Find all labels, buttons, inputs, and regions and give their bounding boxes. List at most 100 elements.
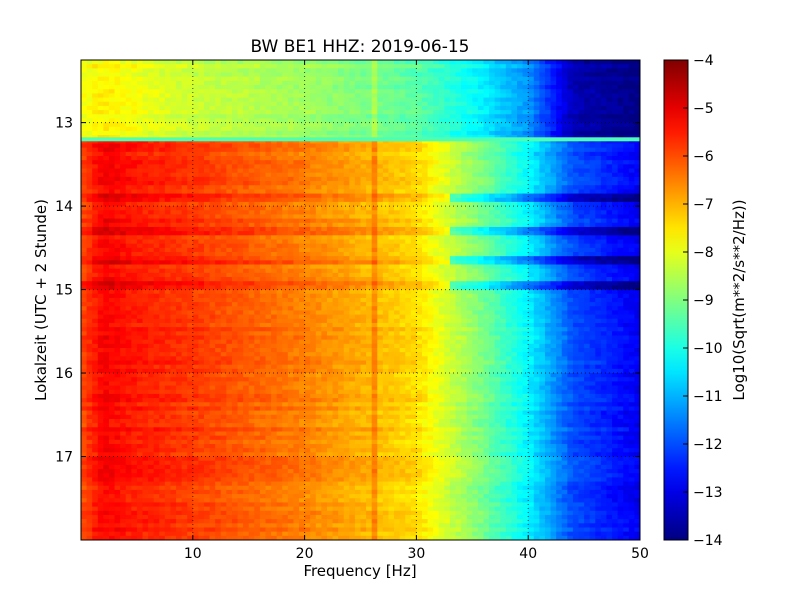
- heatmap-cell: [377, 256, 383, 261]
- heatmap-cell: [528, 89, 534, 94]
- heatmap-cell: [618, 189, 624, 194]
- heatmap-cell: [366, 252, 372, 257]
- heatmap-cell: [416, 206, 422, 211]
- heatmap-cell: [405, 239, 411, 244]
- heatmap-cell: [92, 235, 98, 240]
- heatmap-cell: [310, 89, 316, 94]
- heatmap-cell: [567, 198, 573, 203]
- heatmap-cell: [478, 114, 484, 119]
- heatmap-cell: [249, 210, 255, 215]
- heatmap-cell: [249, 77, 255, 82]
- heatmap-cell: [210, 239, 216, 244]
- heatmap-cell: [260, 123, 266, 128]
- heatmap-cell: [595, 223, 601, 228]
- heatmap-cell: [305, 81, 311, 86]
- heatmap-cell: [277, 106, 283, 111]
- heatmap-cell: [120, 160, 126, 165]
- heatmap-cell: [506, 152, 512, 157]
- heatmap-cell: [372, 64, 378, 69]
- heatmap-cell: [422, 231, 428, 236]
- heatmap-cell: [254, 77, 260, 82]
- heatmap-cell: [623, 106, 629, 111]
- heatmap-cell: [333, 93, 339, 98]
- heatmap-cell: [182, 210, 188, 215]
- heatmap-cell: [444, 214, 450, 219]
- heatmap-cell: [109, 185, 115, 190]
- heatmap-cell: [539, 110, 545, 115]
- heatmap-cell: [461, 110, 467, 115]
- heatmap-cell: [456, 131, 462, 136]
- heatmap-cell: [623, 64, 629, 69]
- heatmap-cell: [277, 223, 283, 228]
- heatmap-cell: [282, 248, 288, 253]
- heatmap-cell: [450, 68, 456, 73]
- heatmap-cell: [361, 64, 367, 69]
- heatmap-cell: [355, 198, 361, 203]
- heatmap-cell: [623, 219, 629, 224]
- heatmap-cell: [310, 227, 316, 232]
- heatmap-cell: [271, 164, 277, 169]
- heatmap-cell: [489, 102, 495, 107]
- heatmap-cell: [545, 206, 551, 211]
- heatmap-cell: [92, 198, 98, 203]
- heatmap-cell: [260, 110, 266, 115]
- heatmap-cell: [618, 85, 624, 90]
- heatmap-cell: [489, 214, 495, 219]
- heatmap-cell: [450, 123, 456, 128]
- heatmap-cell: [254, 127, 260, 132]
- heatmap-cell: [478, 68, 484, 73]
- heatmap-cell: [355, 98, 361, 103]
- heatmap-cell: [221, 98, 227, 103]
- heatmap-cell: [483, 114, 489, 119]
- heatmap-cell: [422, 210, 428, 215]
- heatmap-cell: [254, 210, 260, 215]
- heatmap-cell: [148, 64, 154, 69]
- heatmap-cell: [232, 177, 238, 182]
- heatmap-cell: [198, 64, 204, 69]
- heatmap-cell: [472, 248, 478, 253]
- heatmap-cell: [321, 231, 327, 236]
- heatmap-cell: [439, 194, 445, 199]
- heatmap-cell: [383, 227, 389, 232]
- heatmap-cell: [249, 227, 255, 232]
- heatmap-cell: [254, 106, 260, 111]
- heatmap-cell: [327, 256, 333, 261]
- heatmap-cell: [176, 110, 182, 115]
- heatmap-cell: [461, 68, 467, 73]
- heatmap-cell: [305, 194, 311, 199]
- heatmap-cell: [159, 244, 165, 249]
- heatmap-cell: [506, 60, 512, 65]
- heatmap-cell: [321, 68, 327, 73]
- heatmap-cell: [159, 143, 165, 148]
- heatmap-cell: [428, 219, 434, 224]
- heatmap-cell: [606, 81, 612, 86]
- heatmap-cell: [489, 231, 495, 236]
- heatmap-cell: [372, 239, 378, 244]
- heatmap-cell: [165, 81, 171, 86]
- heatmap-cell: [444, 98, 450, 103]
- heatmap-cell: [249, 231, 255, 236]
- heatmap-cell: [265, 169, 271, 174]
- heatmap-cell: [511, 148, 517, 153]
- heatmap-cell: [456, 206, 462, 211]
- heatmap-cell: [333, 131, 339, 136]
- heatmap-cell: [260, 252, 266, 257]
- heatmap-cell: [495, 177, 501, 182]
- heatmap-cell: [120, 231, 126, 236]
- heatmap-cells: [81, 60, 641, 541]
- heatmap-cell: [361, 102, 367, 107]
- heatmap-cell: [428, 177, 434, 182]
- heatmap-cell: [489, 77, 495, 82]
- heatmap-cell: [87, 214, 93, 219]
- heatmap-cell: [210, 143, 216, 148]
- heatmap-cell: [377, 248, 383, 253]
- heatmap-cell: [495, 164, 501, 169]
- heatmap-cell: [439, 206, 445, 211]
- heatmap-cell: [165, 110, 171, 115]
- heatmap-cell: [377, 156, 383, 161]
- heatmap-cell: [288, 64, 294, 69]
- heatmap-cell: [629, 239, 635, 244]
- heatmap-cell: [98, 248, 104, 253]
- heatmap-cell: [249, 189, 255, 194]
- heatmap-cell: [511, 194, 517, 199]
